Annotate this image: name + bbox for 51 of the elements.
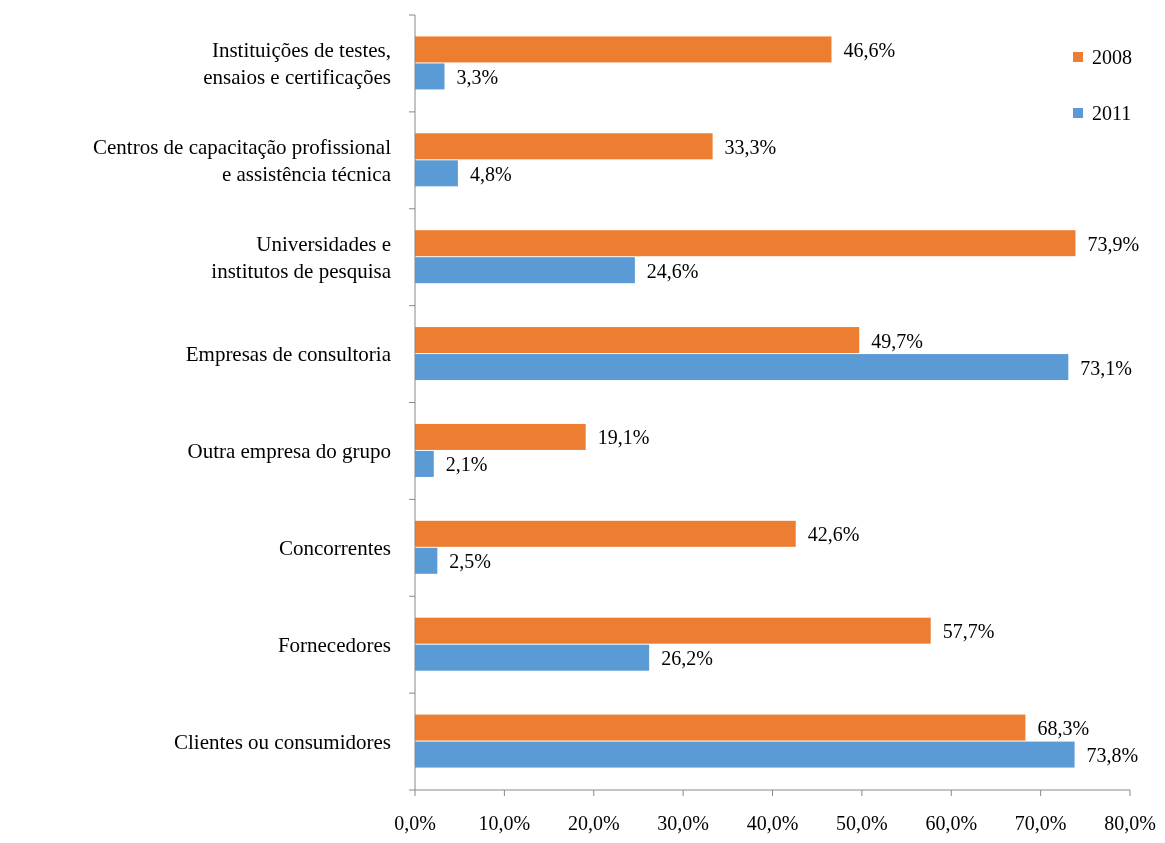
x-tick-label: 50,0% (836, 812, 888, 834)
data-label: 2,1% (445, 453, 488, 476)
data-label: 73,1% (1080, 356, 1132, 379)
y-tick-label: Concorrentes (279, 535, 391, 560)
bar (415, 36, 832, 63)
bar (415, 423, 586, 450)
data-label: 49,7% (871, 329, 923, 352)
bar (415, 160, 458, 187)
data-label: 42,6% (807, 523, 860, 546)
x-tick-label: 30,0% (657, 812, 709, 834)
data-label: 4,8% (469, 162, 512, 185)
data-label: 2,5% (449, 550, 492, 573)
data-label: 73,8% (1086, 744, 1139, 767)
bar (415, 741, 1075, 768)
bar (415, 714, 1026, 741)
y-tick-label: Clientes ou consumidores (174, 729, 391, 754)
y-tick-label: Centros de capacitação profissional e assistência técnica (93, 134, 392, 186)
bar (415, 617, 931, 644)
data-label: 24,6% (646, 259, 699, 282)
data-label: 57,7% (942, 620, 995, 643)
bar (415, 257, 635, 284)
y-tick-label: Universidades e institutos de pesquisa (211, 231, 392, 283)
legend-label: 2008 (1092, 46, 1132, 68)
bar (415, 520, 796, 547)
x-tick-label: 40,0% (746, 812, 799, 834)
bar (415, 644, 650, 671)
data-label: 68,3% (1037, 717, 1090, 740)
data-label: 3,3% (456, 65, 499, 88)
bar (415, 354, 1069, 381)
legend-label: 2011 (1092, 102, 1132, 124)
x-tick-label: 80,0% (1104, 812, 1156, 834)
x-tick-label: 70,0% (1014, 812, 1067, 834)
y-tick-label: Empresas de consultoria (185, 342, 392, 367)
x-tick-label: 20,0% (567, 812, 620, 834)
bar (415, 547, 438, 574)
y-tick-label: Instituições de testes, ensaios e certificações (203, 37, 391, 89)
y-tick-label: Outra empresa do grupo (187, 438, 391, 463)
data-label: 73,9% (1087, 232, 1140, 255)
data-label: 19,1% (597, 426, 650, 449)
bar (415, 63, 445, 90)
bar (415, 133, 713, 160)
data-label: 26,2% (661, 647, 713, 670)
x-tick-label: 0,0% (394, 812, 436, 834)
data-label: 33,3% (724, 135, 777, 158)
bar (415, 327, 860, 354)
y-tick-label: Fornecedores (277, 632, 391, 657)
x-tick-label: 10,0% (478, 812, 531, 834)
x-tick-label: 60,0% (925, 812, 978, 834)
bar (415, 450, 434, 477)
data-label: 46,6% (843, 38, 896, 61)
bar (415, 230, 1076, 257)
